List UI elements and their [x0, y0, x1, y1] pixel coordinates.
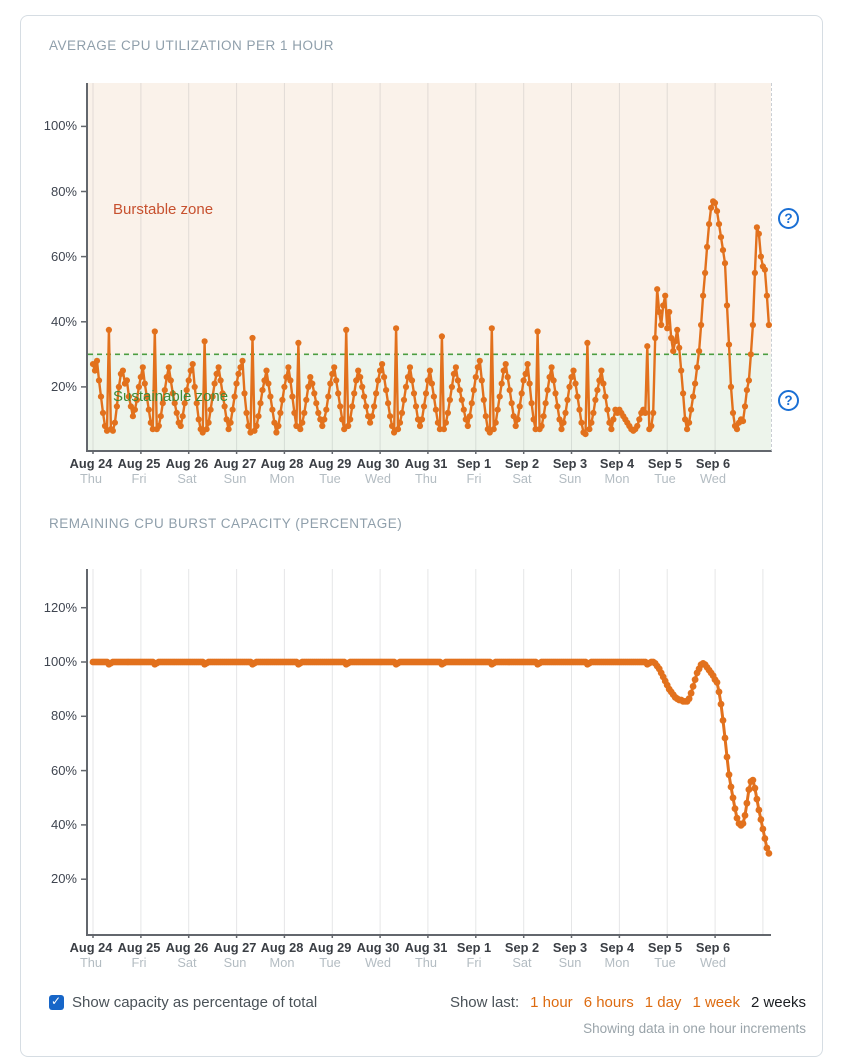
x-axis-tick-label: Sep 3 Sun [552, 456, 588, 486]
x-axis-tick-label: Aug 31 Thu [404, 456, 448, 486]
x-axis-tick-label: Sep 4 Mon [599, 940, 635, 970]
y-axis-tick-label: 40% [50, 817, 77, 832]
x-axis-tick-label: Aug 30 Wed [356, 456, 400, 486]
x-axis-tick-label: Aug 27 Sun [213, 456, 257, 486]
show-last-1-hour[interactable]: 1 hour [530, 994, 573, 1011]
y-axis-tick-label: 120% [43, 600, 77, 615]
show-last-label: Show last: [449, 994, 520, 1011]
x-axis-tick-label: Aug 27 Sun [213, 940, 257, 970]
show-last-6-hours[interactable]: 6 hours [583, 994, 634, 1011]
increments-footnote: Showing data in one hour increments [583, 1021, 806, 1036]
sustainable-zone-help-icon[interactable]: ? [778, 390, 799, 411]
x-axis-tick-label: Sep 1 Fri [456, 456, 492, 486]
burstable-zone-help-icon[interactable]: ? [778, 208, 799, 229]
show-last-1-week[interactable]: 1 week [692, 994, 740, 1011]
x-axis-tick-label: Aug 24 Thu [69, 940, 113, 970]
x-axis-tick-label: Aug 29 Tue [308, 456, 352, 486]
x-axis-tick-label: Aug 26 Sat [165, 456, 209, 486]
y-axis-tick-label: 60% [50, 763, 77, 778]
x-axis-tick-label: Sep 2 Sat [504, 456, 540, 486]
x-axis-tick-label: Sep 6 Wed [695, 456, 731, 486]
capacity-percentage-toggle: Show capacity as percentage of total [49, 994, 317, 1011]
y-axis-tick-label: 20% [50, 379, 77, 394]
y-axis-tick-label: 60% [50, 249, 77, 264]
burst-capacity-chart-title: REMAINING CPU BURST CAPACITY (PERCENTAGE… [49, 516, 403, 531]
x-axis-tick-label: Aug 28 Mon [260, 456, 304, 486]
x-axis-tick-label: Sep 5 Tue [647, 940, 683, 970]
capacity-percentage-checkbox[interactable] [49, 994, 64, 1010]
y-axis-tick-label: 40% [50, 314, 77, 329]
x-axis-tick-label: Sep 3 Sun [552, 940, 588, 970]
x-axis-tick-label: Aug 31 Thu [404, 940, 448, 970]
x-axis-tick-label: Sep 1 Fri [456, 940, 492, 970]
show-last-2-weeks[interactable]: 2 weeks [750, 994, 806, 1011]
y-axis-tick-label: 100% [43, 654, 77, 669]
y-axis-tick-label: 80% [50, 708, 77, 723]
y-axis-tick-label: 20% [50, 871, 77, 886]
show-last-group: Show last: 1 hour 6 hours 1 day 1 week 2… [450, 994, 806, 1011]
y-axis-tick-label: 100% [43, 118, 77, 133]
show-last-1-day[interactable]: 1 day [644, 994, 682, 1011]
metrics-card: AVERAGE CPU UTILIZATION PER 1 HOUR Burst… [20, 15, 823, 1057]
cpu-utilization-plot[interactable]: Burstable zone Sustainable zone [81, 83, 773, 454]
chart-controls: Show capacity as percentage of total Sho… [49, 994, 806, 1011]
x-axis-tick-label: Aug 25 Fri [117, 456, 161, 486]
burst-capacity-series [81, 569, 773, 938]
cpu-utilization-series [81, 83, 773, 454]
x-axis-tick-label: Aug 28 Mon [260, 940, 304, 970]
x-axis-tick-label: Aug 24 Thu [69, 456, 113, 486]
x-axis-tick-label: Aug 30 Wed [356, 940, 400, 970]
cpu-utilization-chart-title: AVERAGE CPU UTILIZATION PER 1 HOUR [49, 38, 335, 53]
capacity-percentage-label: Show capacity as percentage of total [72, 994, 318, 1011]
x-axis-tick-label: Sep 5 Tue [647, 456, 683, 486]
x-axis-tick-label: Aug 25 Fri [117, 940, 161, 970]
y-axis-tick-label: 80% [50, 184, 77, 199]
x-axis-tick-label: Sep 6 Wed [695, 940, 731, 970]
x-axis-tick-label: Aug 26 Sat [165, 940, 209, 970]
x-axis-tick-label: Aug 29 Tue [308, 940, 352, 970]
x-axis-tick-label: Sep 4 Mon [599, 456, 635, 486]
x-axis-tick-label: Sep 2 Sat [504, 940, 540, 970]
burst-capacity-plot[interactable] [81, 569, 773, 938]
